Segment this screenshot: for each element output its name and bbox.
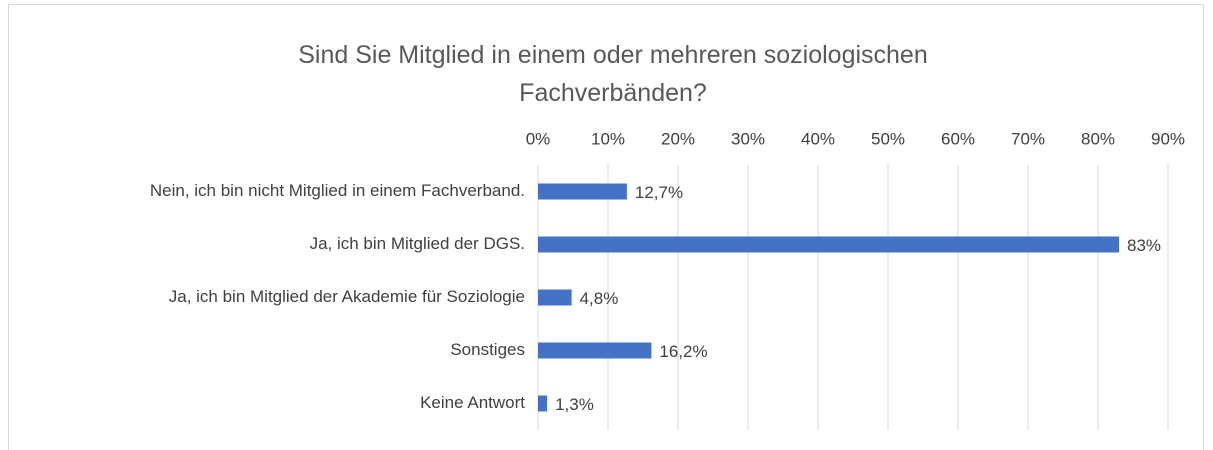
x-tick-label: 20%: [661, 129, 695, 148]
y-tick-label: Nein, ich bin nicht Mitglied in einem Fa…: [150, 181, 525, 200]
x-tick-label: 70%: [1011, 129, 1045, 148]
chart-title: Sind Sie Mitglied in einem oder mehreren…: [298, 41, 928, 107]
bar: [538, 183, 627, 200]
x-tick-label: 60%: [941, 129, 975, 148]
bar: [538, 395, 548, 412]
x-tick-label: 0%: [526, 129, 551, 148]
bar: [538, 236, 1119, 253]
data-label: 4,8%: [580, 289, 619, 308]
data-label: 1,3%: [555, 395, 594, 414]
y-tick-label: Ja, ich bin Mitglied der DGS.: [310, 234, 525, 253]
data-label: 12,7%: [635, 183, 683, 202]
y-tick-label: Keine Antwort: [420, 393, 525, 412]
x-tick-label: 50%: [871, 129, 905, 148]
y-tick-label: Ja, ich bin Mitglied der Akademie für So…: [169, 287, 525, 306]
x-tick-label: 30%: [731, 129, 765, 148]
x-tick-label: 80%: [1081, 129, 1115, 148]
bar: [538, 342, 652, 359]
chart-border: [8, 4, 1204, 450]
x-tick-label: 40%: [801, 129, 835, 148]
y-tick-label: Sonstiges: [450, 340, 525, 359]
x-tick-label: 90%: [1151, 129, 1185, 148]
bar: [538, 289, 572, 306]
x-tick-label: 10%: [591, 129, 625, 148]
data-label: 16,2%: [659, 342, 707, 361]
data-label: 83%: [1127, 236, 1161, 255]
